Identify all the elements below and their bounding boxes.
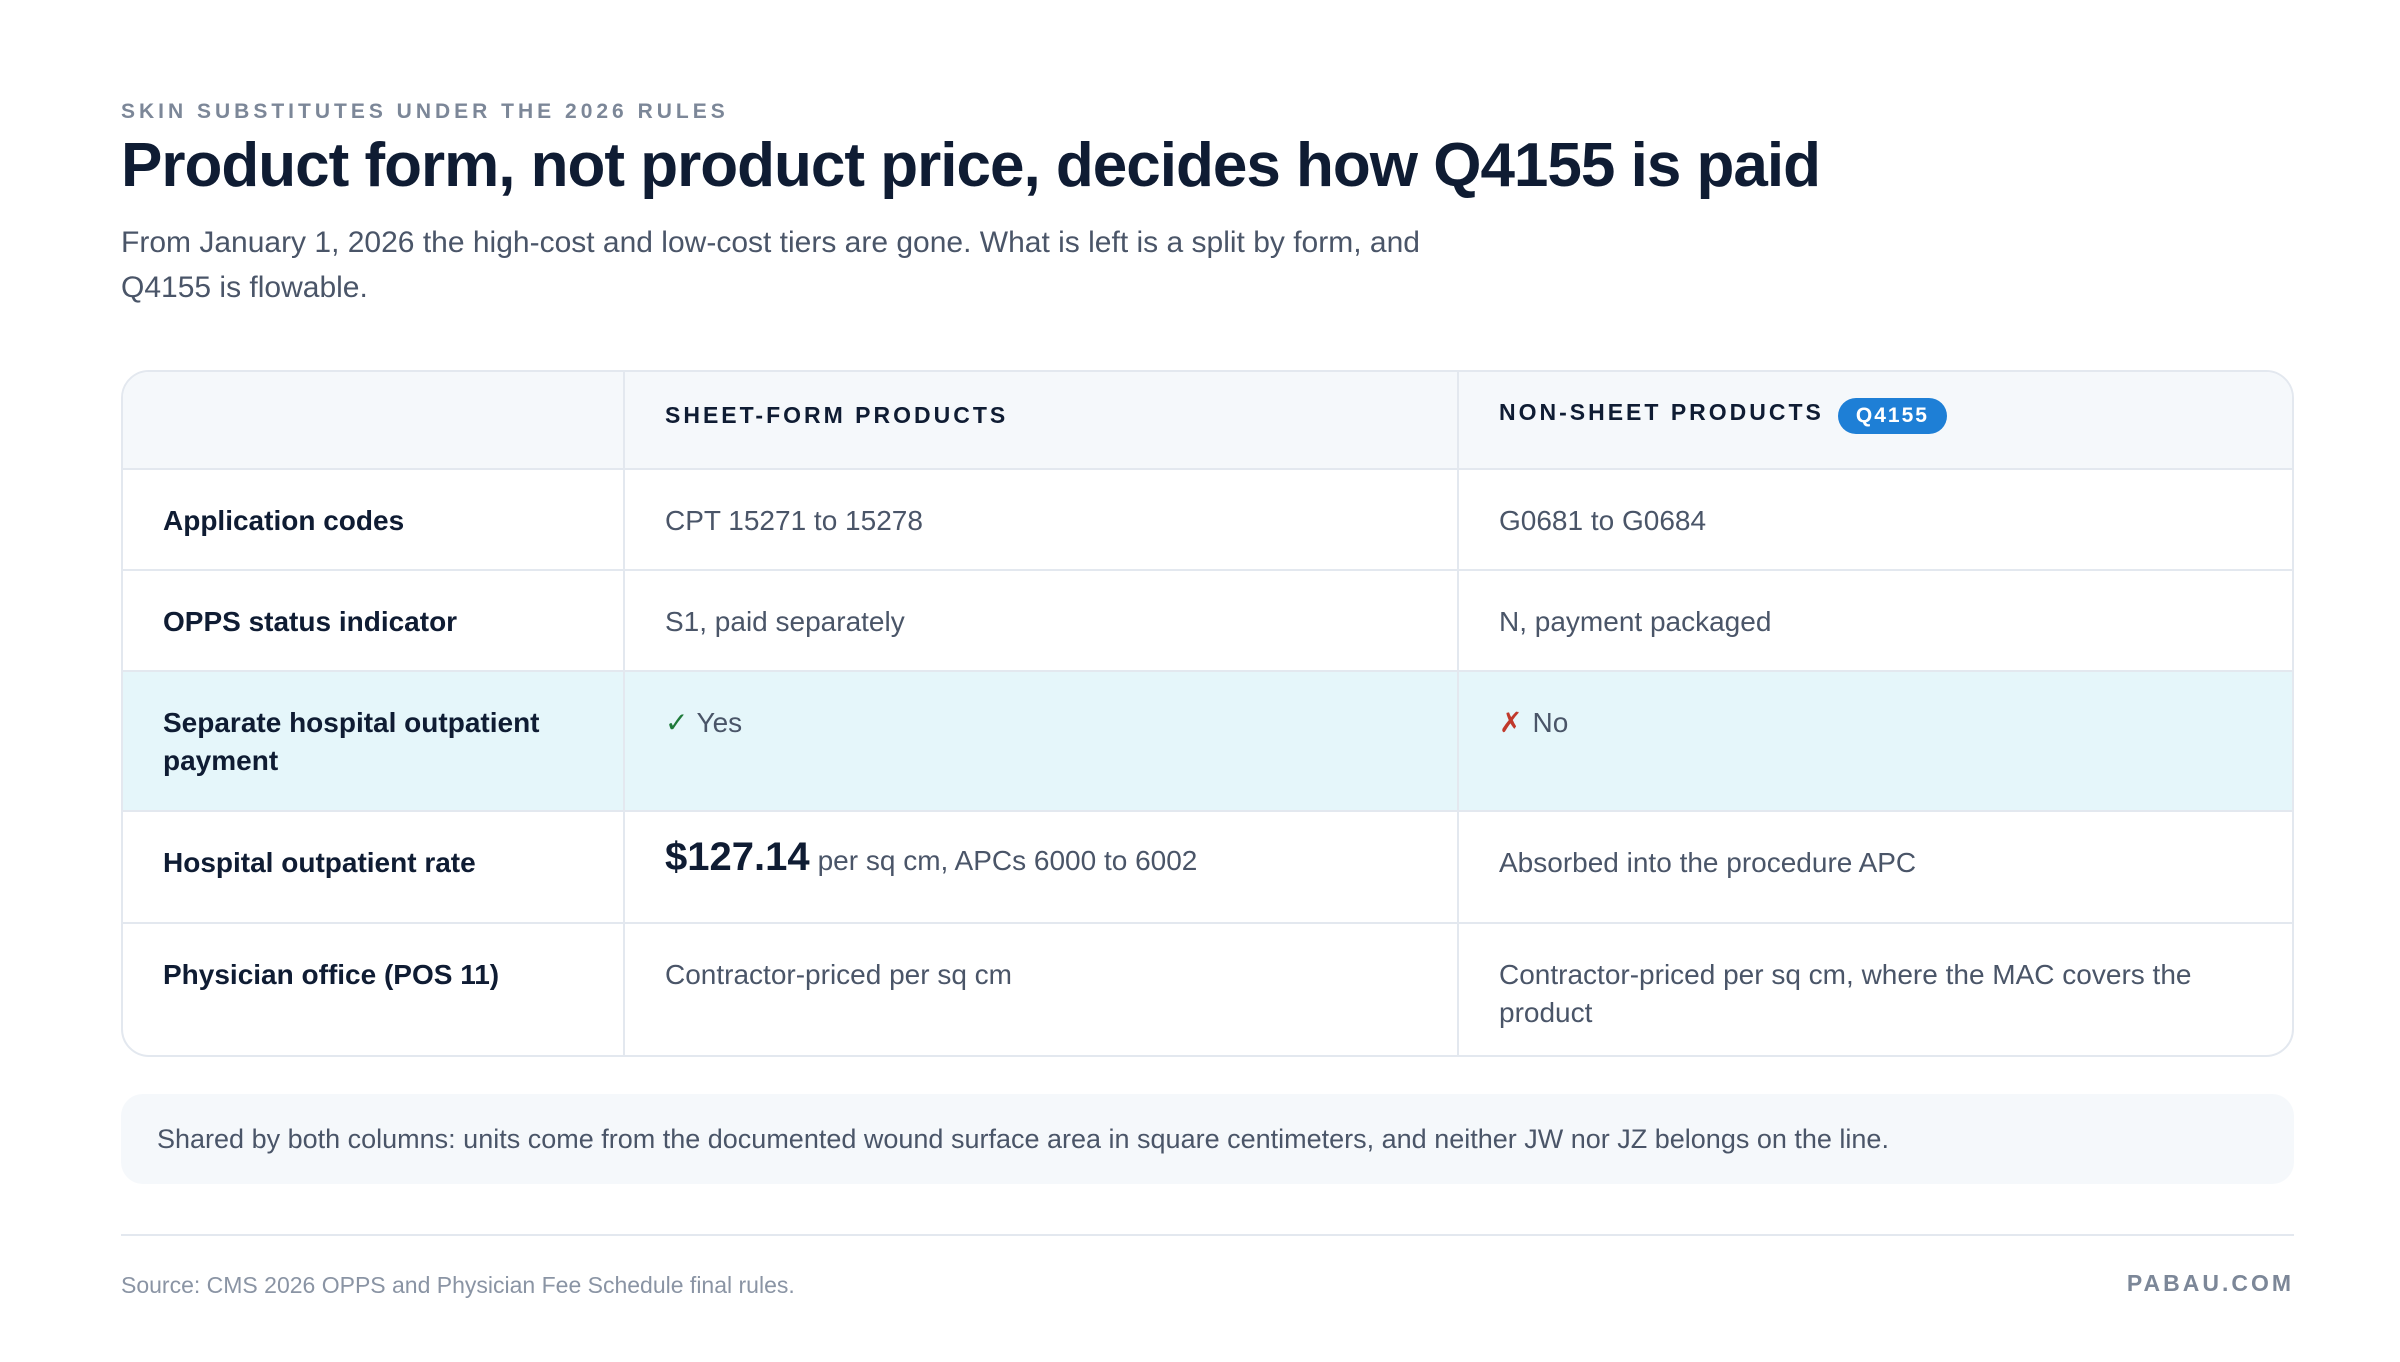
row-label: OPPS status indicator [163, 606, 458, 637]
column-header-nonsheet: NON-SHEET PRODUCTS [1499, 399, 1824, 426]
header-cell-empty [123, 372, 625, 468]
comparison-table: SHEET-FORM PRODUCTS NON-SHEET PRODUCTS Q4… [121, 370, 2294, 1057]
cross-icon: ✗ [1499, 707, 1523, 738]
row-label: Hospital outpatient rate [163, 847, 476, 878]
page-subtitle: From January 1, 2026 the high-cost and l… [121, 220, 1501, 310]
table-row: Physician office (POS 11) Contractor-pri… [123, 922, 2292, 1055]
sheet-value: S1, paid separately [665, 606, 905, 637]
table-row: OPPS status indicator S1, paid separatel… [123, 569, 2292, 670]
header-cell-sheet: SHEET-FORM PRODUCTS [625, 372, 1459, 468]
q4155-badge: Q4155 [1837, 398, 1947, 434]
nonsheet-value: No [1532, 707, 1569, 738]
sheet-value: per sq cm, APCs 6000 to 6002 [817, 845, 1198, 876]
row-label: Physician office (POS 11) [163, 959, 500, 990]
source-citation: Source: CMS 2026 OPPS and Physician Fee … [121, 1272, 795, 1298]
footer-divider [121, 1234, 2294, 1236]
subtitle-line-1: From January 1, 2026 the high-cost and l… [121, 226, 1420, 259]
brand-mark: PABAU.COM [2126, 1270, 2294, 1296]
shared-note-box: Shared by both columns: units come from … [121, 1094, 2294, 1184]
row-label: Separate hospital outpatient payment [163, 707, 540, 776]
sheet-value: Contractor-priced per sq cm [665, 959, 1013, 990]
check-icon: ✓ [665, 707, 689, 738]
header-cell-nonsheet: NON-SHEET PRODUCTS Q4155 [1459, 372, 2292, 468]
nonsheet-value: Contractor-priced per sq cm, where the M… [1499, 959, 2192, 1028]
table-row: Application codes CPT 15271 to 15278 G06… [123, 468, 2292, 569]
nonsheet-value: Absorbed into the procedure APC [1499, 847, 1917, 878]
sheet-value: Yes [696, 707, 743, 738]
table-row-highlighted: Separate hospital outpatient payment ✓ Ye… [123, 670, 2292, 810]
nonsheet-value: N, payment packaged [1499, 606, 1772, 637]
table-header-row: SHEET-FORM PRODUCTS NON-SHEET PRODUCTS Q4… [123, 372, 2292, 468]
eyebrow-label: SKIN SUBSTITUTES UNDER THE 2026 RULES [121, 100, 729, 123]
sheet-value: CPT 15271 to 15278 [665, 505, 923, 536]
page-title: Product form, not product price, decides… [121, 131, 1821, 200]
nonsheet-value: G0681 to G0684 [1499, 505, 1707, 536]
row-label: Application codes [163, 505, 405, 536]
rate-price: $127.14 [665, 835, 810, 879]
column-header-sheet: SHEET-FORM PRODUCTS [665, 402, 1009, 428]
table-row: Hospital outpatient rate $127.14 per sq c… [123, 810, 2292, 922]
subtitle-line-2: Q4155 is flowable. [121, 271, 368, 304]
shared-note-text: Shared by both columns: units come from … [157, 1124, 1889, 1154]
